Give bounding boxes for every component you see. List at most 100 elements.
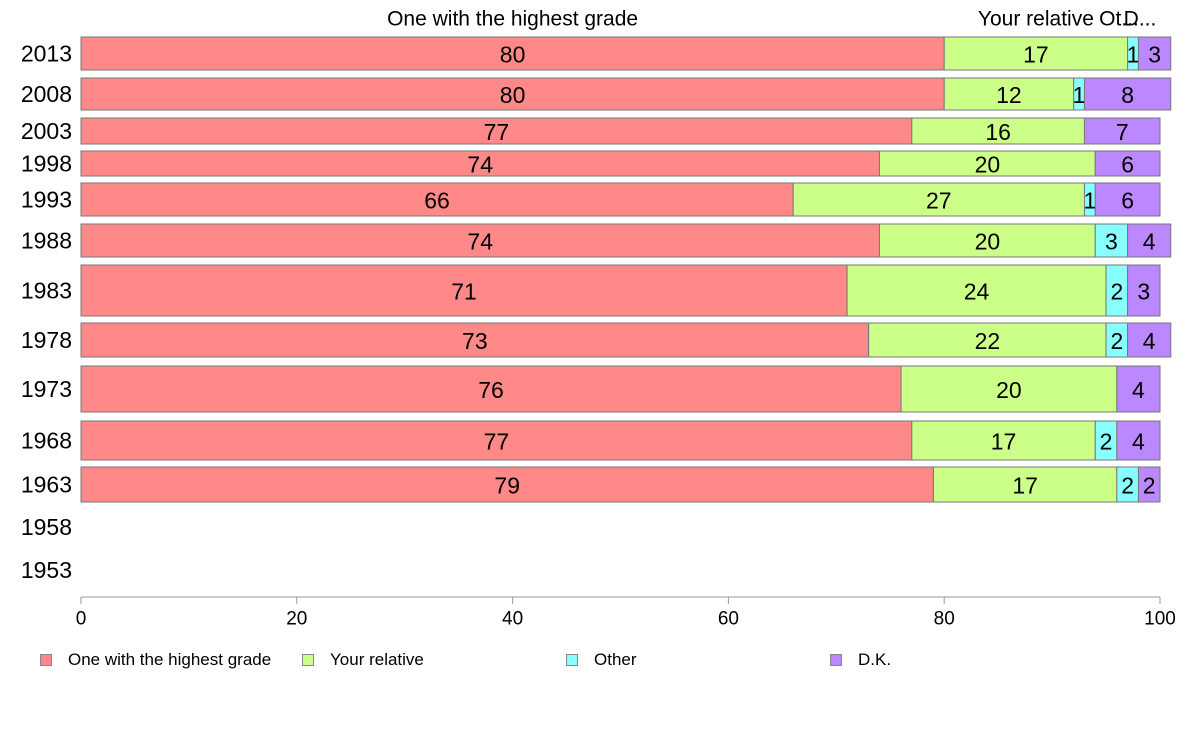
data-label: 20 (996, 377, 1022, 403)
data-label: 2 (1110, 328, 1123, 354)
data-label: 17 (1023, 42, 1049, 68)
y-tick-label: 1958 (21, 514, 72, 540)
x-tick-label: 40 (502, 609, 523, 630)
data-label: 4 (1143, 328, 1156, 354)
bar-segment (1137, 466, 1161, 503)
bar-segment (80, 365, 902, 413)
column-header: Ot... (1099, 8, 1139, 31)
data-label: 71 (451, 279, 477, 305)
data-label: 74 (467, 152, 493, 178)
y-tick-label: 2008 (21, 81, 72, 107)
data-label: 7 (1116, 119, 1129, 145)
bar-segment (932, 466, 1118, 503)
data-label: 2 (1121, 473, 1134, 499)
bar-segment (80, 466, 934, 503)
legend-swatch (302, 654, 314, 666)
legend-label: D.K. (858, 650, 892, 669)
x-tick-label: 80 (934, 609, 955, 630)
data-label: 77 (484, 119, 510, 145)
bar-segment (943, 36, 1129, 71)
bar-segment (80, 77, 945, 111)
bar-segment (878, 223, 1096, 258)
legend-label: Your relative (330, 650, 424, 669)
data-label: 6 (1121, 188, 1134, 214)
x-tick-label: 100 (1144, 609, 1176, 630)
data-label: 3 (1148, 42, 1161, 68)
bar-segment (80, 117, 913, 145)
data-label: 2 (1143, 473, 1156, 499)
bar-segment (1083, 117, 1161, 145)
data-label: 22 (975, 328, 1001, 354)
data-label: 6 (1121, 152, 1134, 178)
data-label: 2 (1110, 279, 1123, 305)
y-tick-label: 1973 (21, 376, 72, 402)
data-label: 76 (478, 377, 504, 403)
data-label: 17 (1012, 473, 1038, 499)
data-label: 3 (1105, 229, 1118, 255)
bar-segment (868, 322, 1107, 358)
data-label: 8 (1121, 82, 1134, 108)
y-tick-label: 2013 (21, 41, 72, 67)
legend-label: One with the highest grade (68, 650, 272, 669)
bar-segment (1083, 77, 1172, 111)
x-tick-label: 0 (76, 609, 87, 630)
bar-segment (846, 264, 1107, 317)
data-label: 20 (975, 229, 1001, 255)
data-label: 27 (926, 188, 952, 214)
x-tick-label: 60 (718, 609, 739, 630)
data-label: 3 (1137, 279, 1150, 305)
column-header: D... (1124, 8, 1157, 31)
data-label: 4 (1143, 229, 1156, 255)
data-label: 77 (484, 429, 510, 455)
data-label: 2 (1100, 429, 1113, 455)
x-tick-label: 20 (286, 609, 307, 630)
data-label: 16 (985, 119, 1011, 145)
bar-segment (80, 223, 880, 258)
y-tick-label: 1993 (21, 187, 72, 213)
bar-segment (1127, 264, 1161, 317)
y-tick-label: 1983 (21, 278, 72, 304)
bar-segment (911, 420, 1096, 461)
bar-segment (80, 182, 794, 217)
y-tick-label: 1998 (21, 151, 72, 177)
data-label: 80 (500, 82, 526, 108)
bar-segment (1116, 365, 1161, 413)
legend-item-dk: D.K. (830, 650, 891, 670)
legend-label: Other (594, 650, 637, 669)
y-tick-label: 2003 (21, 118, 72, 144)
y-tick-label: 1988 (21, 228, 72, 254)
data-label: 73 (462, 328, 488, 354)
data-label: 80 (500, 42, 526, 68)
bar-segment (943, 77, 1075, 111)
bar-segment (1094, 223, 1129, 258)
legend-item-other: Other (566, 650, 637, 670)
data-label: 66 (424, 188, 450, 214)
column-header: One with the highest grade (387, 8, 638, 31)
bar-segment (1127, 322, 1172, 358)
y-tick-label: 1978 (21, 327, 72, 353)
bar-segment (80, 264, 848, 317)
data-label: 1 (1083, 188, 1096, 214)
bar-segment (1094, 182, 1161, 217)
legend-item-your-relative: Your relative (302, 650, 424, 670)
legend-item-highest-grade: One with the highest grade (40, 650, 271, 670)
y-tick-label: 1963 (21, 472, 72, 498)
bar-segment (1137, 36, 1172, 71)
data-label: 74 (467, 229, 493, 255)
data-label: 1 (1073, 82, 1086, 108)
bar-segment (1116, 420, 1161, 461)
data-label: 12 (996, 82, 1022, 108)
data-label: 4 (1132, 377, 1145, 403)
data-label: 24 (964, 279, 990, 305)
bar-segment (900, 365, 1118, 413)
bar-segment (80, 420, 913, 461)
bar-segment (80, 322, 870, 358)
data-label: 79 (494, 473, 520, 499)
column-header: Your relative (978, 8, 1094, 31)
y-tick-label: 1968 (21, 428, 72, 454)
bar-segment (1127, 223, 1172, 258)
data-label: 20 (975, 152, 1001, 178)
y-tick-label: 1953 (21, 557, 72, 583)
